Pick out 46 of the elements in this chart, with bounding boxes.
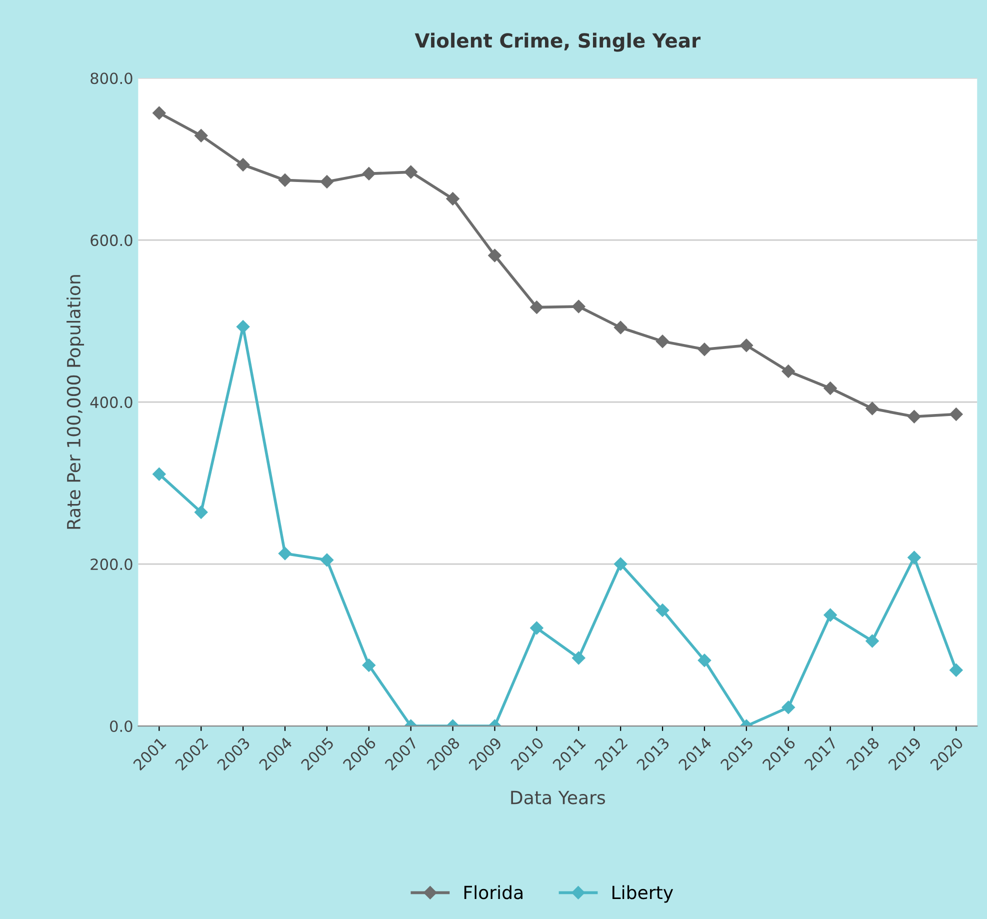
y-axis-title: Rate Per 100,000 Population [66, 275, 84, 529]
y-tick-label: 800.0 [90, 72, 132, 84]
point [152, 106, 166, 120]
y-tick-label: 0.0 [110, 720, 132, 732]
y-tick-label: 200.0 [90, 558, 132, 570]
point [446, 192, 460, 206]
point [782, 364, 795, 378]
point [656, 334, 670, 348]
point [194, 129, 208, 142]
point [698, 654, 712, 667]
y-tick-label: 400.0 [90, 396, 132, 408]
point [362, 167, 376, 180]
point [908, 550, 921, 564]
point [866, 402, 879, 416]
point [236, 320, 250, 334]
point [656, 604, 670, 617]
point [740, 338, 754, 352]
point [194, 506, 208, 519]
legend-label: Liberty [612, 885, 674, 903]
point [320, 553, 334, 567]
point [824, 382, 837, 395]
point [950, 408, 963, 421]
point [908, 410, 921, 424]
point [572, 651, 586, 665]
point [782, 700, 795, 714]
point [530, 300, 544, 314]
point [530, 621, 544, 635]
point [320, 175, 334, 188]
x-axis-title: Data Years [511, 790, 606, 804]
chart-title: Violent Crime, Single Year [414, 32, 701, 52]
point [866, 634, 879, 648]
y-tick-label: 600.0 [90, 234, 132, 246]
point [950, 664, 963, 677]
point [698, 342, 712, 356]
point [572, 300, 586, 314]
point [824, 608, 837, 622]
point [614, 557, 628, 571]
point [488, 248, 502, 262]
point [236, 158, 250, 172]
point [278, 174, 292, 187]
point [404, 165, 418, 179]
point [152, 468, 166, 481]
point [362, 658, 376, 672]
point [278, 546, 292, 560]
point [614, 320, 628, 334]
legend-label: Florida [464, 885, 522, 900]
